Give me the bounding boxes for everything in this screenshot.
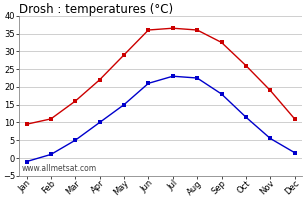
Text: www.allmetsat.com: www.allmetsat.com bbox=[22, 164, 97, 173]
Text: Drosh : temperatures (°C): Drosh : temperatures (°C) bbox=[19, 3, 173, 16]
